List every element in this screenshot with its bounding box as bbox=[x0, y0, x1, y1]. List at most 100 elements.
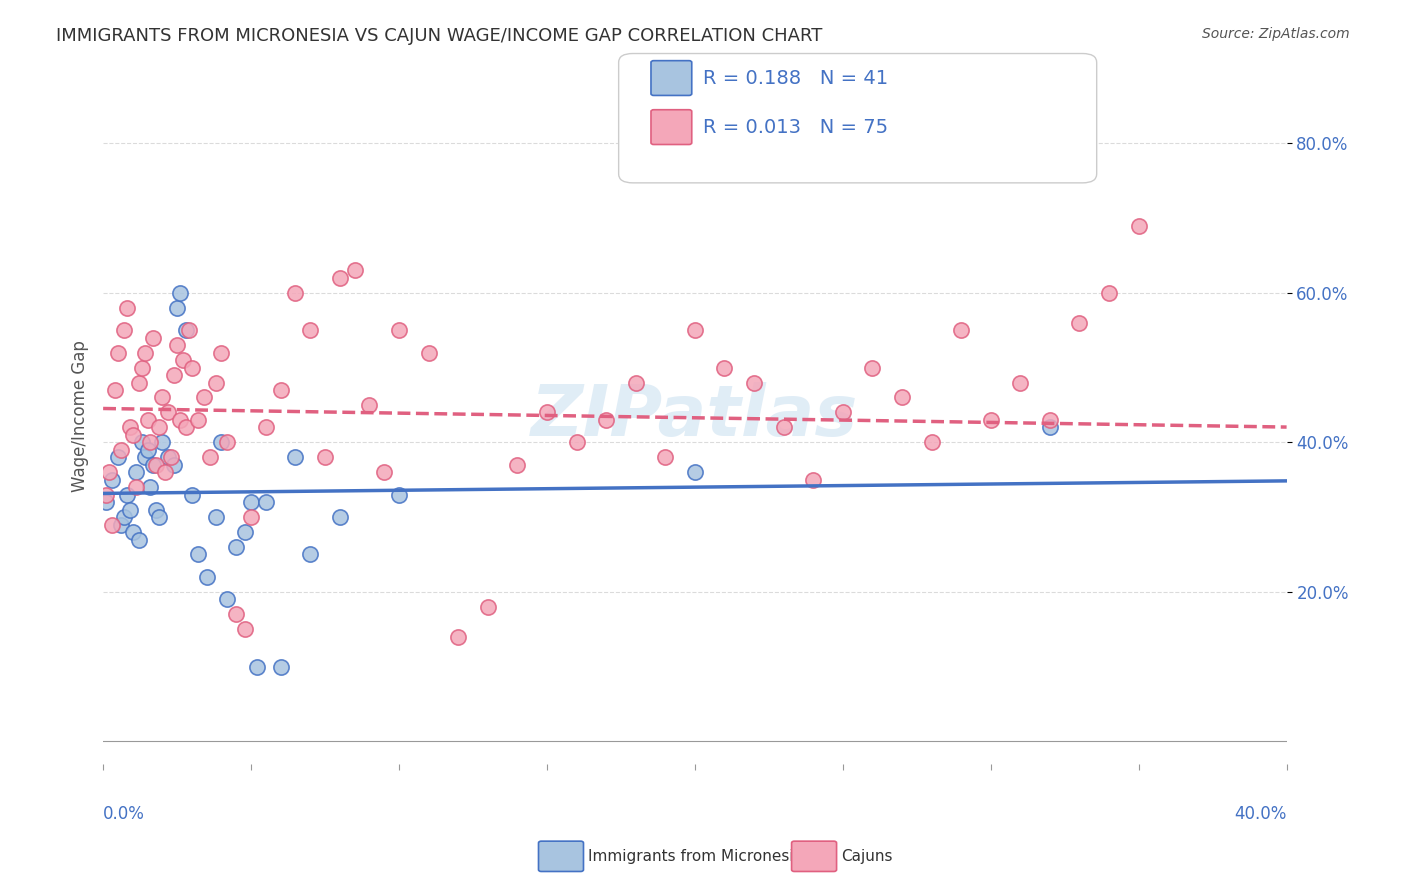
Point bbox=[270, 383, 292, 397]
Point bbox=[198, 450, 221, 465]
Text: Source: ZipAtlas.com: Source: ZipAtlas.com bbox=[1202, 27, 1350, 41]
Point bbox=[163, 458, 186, 472]
Point bbox=[166, 338, 188, 352]
Point bbox=[134, 450, 156, 465]
Point bbox=[142, 458, 165, 472]
Point bbox=[107, 345, 129, 359]
Point bbox=[145, 458, 167, 472]
Point bbox=[101, 473, 124, 487]
Point bbox=[388, 488, 411, 502]
Text: IMMIGRANTS FROM MICRONESIA VS CAJUN WAGE/INCOME GAP CORRELATION CHART: IMMIGRANTS FROM MICRONESIA VS CAJUN WAGE… bbox=[56, 27, 823, 45]
Point bbox=[187, 548, 209, 562]
Point bbox=[447, 630, 470, 644]
Point bbox=[891, 391, 914, 405]
Point bbox=[595, 413, 617, 427]
Text: 0.0%: 0.0% bbox=[103, 805, 145, 823]
Point bbox=[388, 323, 411, 337]
Point bbox=[860, 360, 883, 375]
Point bbox=[169, 413, 191, 427]
Text: ZIPatlas: ZIPatlas bbox=[531, 382, 859, 450]
Point bbox=[195, 570, 218, 584]
Point bbox=[204, 376, 226, 390]
Point bbox=[155, 465, 177, 479]
Point bbox=[172, 353, 194, 368]
Point bbox=[148, 420, 170, 434]
Point bbox=[506, 458, 529, 472]
Point bbox=[112, 510, 135, 524]
Point bbox=[98, 465, 121, 479]
Point bbox=[683, 465, 706, 479]
Point bbox=[187, 413, 209, 427]
Point bbox=[94, 495, 117, 509]
Point bbox=[565, 435, 588, 450]
Point bbox=[211, 345, 233, 359]
Point bbox=[536, 405, 558, 419]
Point bbox=[314, 450, 336, 465]
Point bbox=[180, 360, 202, 375]
Point bbox=[124, 480, 146, 494]
Point bbox=[299, 323, 322, 337]
Point bbox=[180, 488, 202, 502]
Point bbox=[801, 473, 824, 487]
Point bbox=[1039, 420, 1062, 434]
Point bbox=[150, 391, 173, 405]
Point bbox=[1039, 413, 1062, 427]
Point bbox=[115, 488, 138, 502]
Point bbox=[128, 376, 150, 390]
Point bbox=[329, 270, 352, 285]
Point bbox=[112, 323, 135, 337]
Point bbox=[270, 659, 292, 673]
Point bbox=[772, 420, 794, 434]
Point bbox=[240, 510, 263, 524]
Point bbox=[128, 533, 150, 547]
Point bbox=[142, 331, 165, 345]
Point bbox=[121, 428, 143, 442]
Point bbox=[139, 435, 162, 450]
Point bbox=[148, 510, 170, 524]
Point bbox=[254, 495, 277, 509]
Point bbox=[418, 345, 440, 359]
Point bbox=[157, 405, 180, 419]
Point bbox=[169, 285, 191, 300]
Point bbox=[980, 413, 1002, 427]
Point bbox=[204, 510, 226, 524]
Point bbox=[107, 450, 129, 465]
Point bbox=[174, 420, 197, 434]
Point bbox=[166, 301, 188, 315]
Point bbox=[139, 480, 162, 494]
Point bbox=[233, 622, 256, 636]
Point bbox=[246, 659, 269, 673]
Point bbox=[217, 592, 239, 607]
Point bbox=[359, 398, 381, 412]
Point bbox=[131, 435, 153, 450]
Point bbox=[1098, 285, 1121, 300]
Text: 40.0%: 40.0% bbox=[1234, 805, 1286, 823]
Point bbox=[683, 323, 706, 337]
Point bbox=[163, 368, 186, 382]
Point bbox=[831, 405, 853, 419]
Point bbox=[921, 435, 943, 450]
Point bbox=[373, 465, 395, 479]
Point bbox=[624, 376, 647, 390]
Point bbox=[101, 517, 124, 532]
Point bbox=[299, 548, 322, 562]
Point bbox=[217, 435, 239, 450]
Point bbox=[1128, 219, 1150, 233]
Point bbox=[1010, 376, 1032, 390]
Text: Immigrants from Micronesia: Immigrants from Micronesia bbox=[588, 849, 803, 863]
Point bbox=[742, 376, 765, 390]
Point bbox=[134, 345, 156, 359]
Point bbox=[654, 450, 676, 465]
Point bbox=[329, 510, 352, 524]
Point bbox=[713, 360, 735, 375]
Point bbox=[225, 607, 247, 622]
Point bbox=[131, 360, 153, 375]
Point bbox=[254, 420, 277, 434]
Point bbox=[233, 524, 256, 539]
Point bbox=[110, 517, 132, 532]
Point bbox=[343, 263, 366, 277]
Point bbox=[284, 285, 307, 300]
Point bbox=[124, 465, 146, 479]
Point bbox=[240, 495, 263, 509]
Point bbox=[225, 540, 247, 554]
